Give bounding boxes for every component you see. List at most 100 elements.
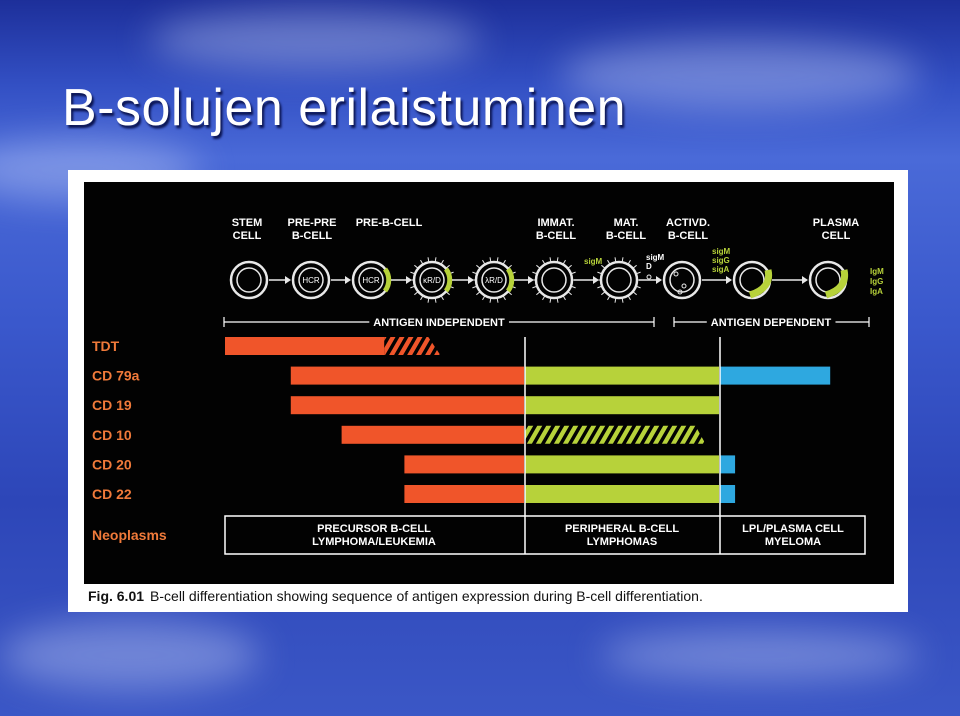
cell-label: HCR bbox=[362, 276, 380, 285]
surface-receptor bbox=[570, 285, 576, 289]
granule bbox=[681, 283, 687, 289]
surface-receptor bbox=[472, 271, 478, 275]
figure-panel: STEM CELL PRE-PRE B-CELL PRE-B-CELL IMMAT. B-C… bbox=[84, 182, 894, 584]
arrow-head bbox=[285, 276, 291, 284]
granule bbox=[673, 271, 679, 277]
marker-label: CD 20 bbox=[92, 456, 132, 472]
surface-receptor bbox=[635, 285, 641, 289]
surface-receptor bbox=[635, 271, 641, 275]
surface-label: sigM D bbox=[646, 253, 665, 271]
cell-label: HCR bbox=[302, 276, 320, 285]
surface-receptor bbox=[476, 291, 481, 296]
surface-receptor bbox=[614, 297, 617, 303]
surface-receptor bbox=[507, 291, 512, 296]
surface-label: sigM sigG sigA bbox=[712, 247, 731, 274]
label-backdrop bbox=[706, 317, 836, 329]
cell-nucleus bbox=[606, 267, 632, 293]
marker-bar bbox=[720, 485, 736, 503]
marker-bar-hatched bbox=[384, 337, 441, 355]
stage-label: PLASMA CELL bbox=[813, 217, 860, 242]
surface-receptor bbox=[489, 297, 492, 303]
surface-receptor bbox=[542, 295, 546, 301]
cytoplasm-accent bbox=[505, 267, 515, 293]
surface-receptor bbox=[632, 264, 637, 269]
surface-receptor bbox=[410, 271, 416, 275]
cell-nucleus bbox=[541, 267, 567, 293]
cell-nucleus bbox=[358, 267, 384, 293]
phase-label-independent: ANTIGEN INDEPENDENT bbox=[373, 317, 505, 329]
marker-bar-hatched bbox=[525, 425, 706, 444]
surface-receptor bbox=[440, 295, 444, 301]
cell-nucleus bbox=[298, 267, 324, 293]
surface-receptor bbox=[536, 264, 541, 269]
surface-receptor bbox=[549, 257, 552, 263]
surface-receptor bbox=[607, 295, 611, 301]
cell-nucleus bbox=[481, 267, 507, 293]
surface-receptor bbox=[632, 291, 637, 296]
cell-nucleus bbox=[419, 267, 445, 293]
cytoplasm-accent bbox=[443, 267, 453, 293]
cloud bbox=[150, 10, 480, 70]
cell-nucleus bbox=[236, 267, 262, 293]
stage-label: STEM CELL bbox=[232, 217, 263, 242]
surface-receptor bbox=[607, 259, 611, 265]
surface-receptor bbox=[427, 297, 430, 303]
marker-label: CD 22 bbox=[92, 486, 132, 502]
surface-receptor bbox=[532, 285, 538, 289]
cloud bbox=[600, 630, 920, 680]
figure-caption: Fig. 6.01 B-cell differentiation showing … bbox=[88, 588, 703, 604]
stage-label: PRE-B-CELL bbox=[356, 217, 423, 229]
cytoplasm-accent bbox=[824, 269, 849, 299]
neoplasm-label: PRECURSOR B-CELL LYMPHOMA/LEUKEMIA bbox=[312, 523, 436, 548]
figure-label: Fig. 6.01 bbox=[88, 588, 145, 604]
phase-label-dependent: ANTIGEN DEPENDENT bbox=[711, 317, 832, 329]
granule bbox=[646, 274, 652, 280]
surface-receptor bbox=[472, 285, 478, 289]
marker-bar bbox=[525, 396, 719, 415]
surface-receptor bbox=[414, 291, 419, 296]
surface-receptor bbox=[496, 297, 499, 303]
marker-bar bbox=[290, 366, 524, 385]
surface-receptor bbox=[434, 297, 437, 303]
neoplasms-box bbox=[224, 515, 866, 555]
neoplasm-label: LPL/PLASMA CELL MYELOMA bbox=[742, 523, 844, 548]
surface-receptor bbox=[556, 257, 559, 263]
surface-receptor bbox=[549, 297, 552, 303]
stage-label: ACTIVD. B-CELL bbox=[666, 217, 710, 242]
surface-receptor bbox=[482, 295, 486, 301]
surface-receptor bbox=[507, 264, 512, 269]
surface-receptor bbox=[502, 259, 506, 265]
surface-receptor bbox=[597, 285, 603, 289]
stage-label: MAT. B-CELL bbox=[606, 217, 647, 242]
marker-bar bbox=[341, 425, 524, 444]
stage-label: PRE-PRE B-CELL bbox=[288, 217, 337, 242]
surface-receptor bbox=[614, 257, 617, 263]
surface-receptor bbox=[440, 259, 444, 265]
surface-receptor bbox=[601, 264, 606, 269]
surface-receptor bbox=[445, 291, 450, 296]
surface-receptor bbox=[496, 257, 499, 263]
marker-label: CD 19 bbox=[92, 397, 132, 413]
marker-label: CD 79a bbox=[92, 368, 140, 384]
arrow-head bbox=[345, 276, 351, 284]
arrow-head bbox=[802, 276, 808, 284]
neoplasm-label: PERIPHERAL B-CELL LYMPHOMAS bbox=[565, 523, 679, 548]
surface-label: sigM bbox=[584, 257, 603, 266]
surface-label: IgM IgG IgA bbox=[870, 267, 884, 296]
cytoplasm-accent bbox=[748, 269, 773, 299]
marker-bar bbox=[720, 366, 831, 385]
marker-label: TDT bbox=[92, 338, 120, 354]
cloud bbox=[560, 40, 920, 110]
surface-receptor bbox=[627, 295, 631, 301]
surface-receptor bbox=[410, 285, 416, 289]
marker-bar bbox=[525, 455, 719, 474]
cloud bbox=[0, 620, 260, 690]
surface-receptor bbox=[420, 295, 424, 301]
surface-receptor bbox=[621, 297, 624, 303]
label-backdrop bbox=[369, 317, 509, 329]
arrow-head bbox=[656, 276, 662, 284]
b-cell-differentiation-diagram: STEM CELL PRE-PRE B-CELL PRE-B-CELL IMMAT. B-C… bbox=[92, 217, 884, 555]
surface-receptor bbox=[434, 257, 437, 263]
surface-receptor bbox=[601, 291, 606, 296]
marker-bar bbox=[404, 455, 524, 474]
